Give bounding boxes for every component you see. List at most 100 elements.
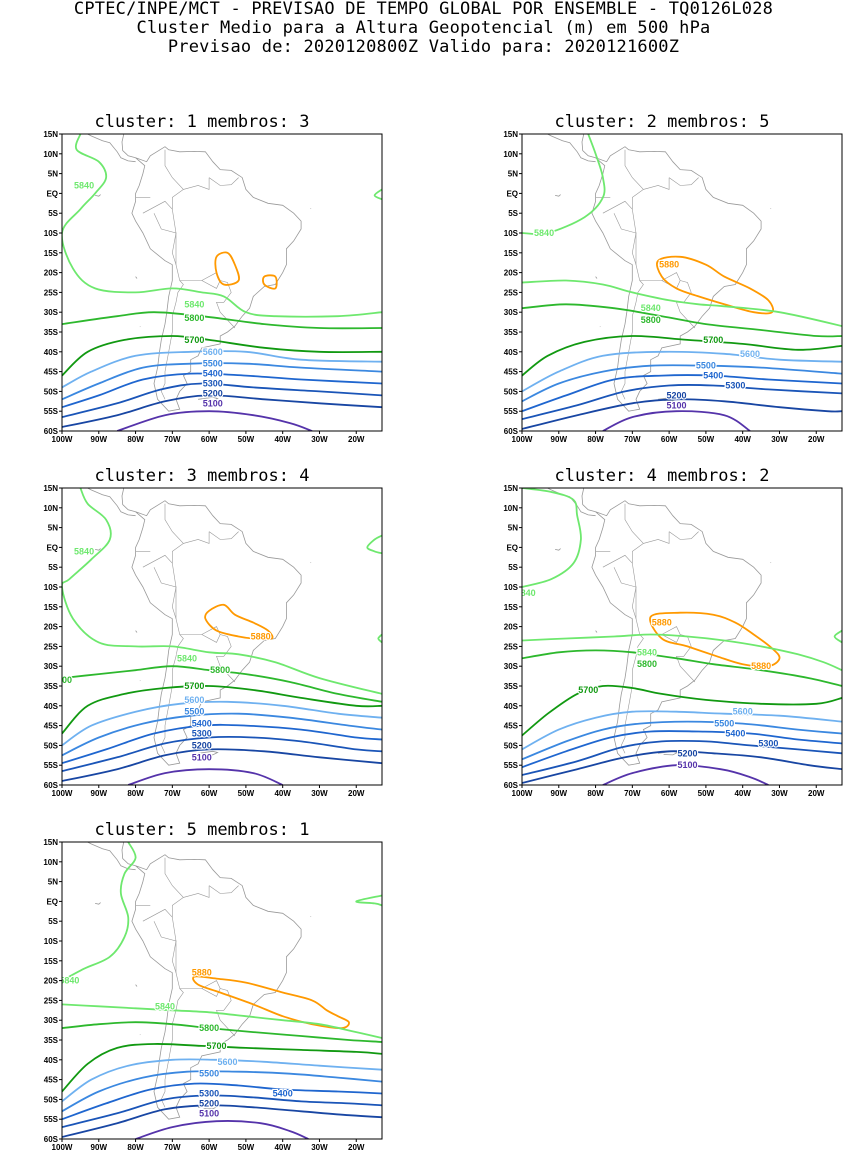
contour-label: 5880 (659, 260, 679, 270)
contour-label: 5800 (637, 659, 657, 669)
lat-tick-label: 5N (508, 524, 518, 533)
contour-label: 5840 (177, 653, 197, 663)
contour-label: 5600 (733, 707, 753, 717)
lon-tick-label: 60W (201, 1143, 218, 1152)
lat-tick-label: 5S (508, 209, 518, 218)
lon-tick-label: 50W (698, 435, 715, 444)
lon-tick-label: 60W (201, 789, 218, 798)
contour-label: 5400 (725, 729, 745, 739)
lon-tick-label: 60W (661, 435, 678, 444)
lon-tick-label: 70W (624, 435, 641, 444)
lon-tick-label: 80W (127, 435, 144, 444)
lat-tick-label: 10N (503, 504, 518, 513)
lat-tick-label: 25S (44, 642, 59, 651)
lat-tick-label: 30S (44, 308, 59, 317)
lat-tick-label: 10N (43, 150, 58, 159)
lat-tick-label: 20S (504, 269, 519, 278)
lat-tick-label: 50S (44, 741, 59, 750)
lat-tick-label: 35S (44, 682, 59, 691)
lon-tick-label: 90W (551, 435, 568, 444)
lon-tick-label: 90W (91, 1143, 108, 1152)
lat-tick-label: 35S (504, 328, 519, 337)
lon-tick-label: 70W (624, 789, 641, 798)
contour-label: 5880 (251, 632, 271, 642)
contour-label: 5400 (273, 1088, 293, 1098)
lat-tick-label: 55S (44, 1115, 59, 1124)
lon-tick-label: 100W (512, 435, 533, 444)
lon-tick-label: 80W (587, 789, 604, 798)
contour-label: 5880 (652, 618, 672, 628)
lon-tick-label: 40W (734, 789, 751, 798)
contour-label: 5800 (641, 315, 661, 325)
lat-tick-label: 15N (43, 130, 58, 139)
lon-tick-label: 40W (274, 1143, 291, 1152)
lat-tick-label: 20S (44, 269, 59, 278)
panel-title: cluster: 1 membros: 3 (22, 112, 382, 132)
contour-label: 5880 (192, 968, 212, 978)
contour-label: 5100 (192, 752, 212, 762)
lat-tick-label: 5S (508, 563, 518, 572)
lat-tick-label: 50S (44, 1095, 59, 1104)
contour-label: 5300 (725, 380, 745, 390)
geopotential-map: 5840588058405800570056005500540053005200… (482, 134, 842, 454)
lon-tick-label: 50W (238, 435, 255, 444)
lon-tick-label: 70W (164, 435, 181, 444)
lat-tick-label: 15S (44, 957, 59, 966)
lat-tick-label: 15N (503, 484, 518, 493)
map-background (522, 134, 842, 431)
lon-tick-label: 50W (238, 789, 255, 798)
contour-label: 5200 (666, 390, 686, 400)
lat-tick-label: 30S (44, 662, 59, 671)
contour-label: 5100 (678, 760, 698, 770)
lat-tick-label: 40S (44, 1056, 59, 1065)
lat-tick-label: 15N (503, 130, 518, 139)
lon-tick-label: 30W (311, 435, 328, 444)
lon-tick-label: 60W (661, 789, 678, 798)
contour-label: 5300 (758, 738, 778, 748)
lat-tick-label: 10S (44, 583, 59, 592)
lat-tick-label: 20S (44, 623, 59, 632)
contour-label: 5400 (703, 371, 723, 381)
lon-tick-label: 20W (348, 435, 365, 444)
lat-tick-label: 45S (504, 368, 519, 377)
contour-label: 5400 (192, 719, 212, 729)
contour-label: 5840 (641, 303, 661, 313)
lat-tick-label: 55S (44, 407, 59, 416)
lat-tick-label: 5N (48, 170, 58, 179)
lat-tick-label: 15N (43, 484, 58, 493)
lat-tick-label: 20S (44, 977, 59, 986)
lat-tick-label: 5N (48, 878, 58, 887)
lon-tick-label: 70W (164, 789, 181, 798)
contour-label: 5800 (184, 313, 204, 323)
contour-label: 5600 (203, 347, 223, 357)
lat-tick-label: 30S (504, 662, 519, 671)
lat-tick-label: 15S (504, 603, 519, 612)
lat-tick-label: 35S (44, 328, 59, 337)
contour-label: 5200 (678, 748, 698, 758)
lat-tick-label: 25S (44, 288, 59, 297)
lon-tick-label: 30W (771, 789, 788, 798)
lat-tick-label: 5S (48, 563, 58, 572)
lon-tick-label: 50W (698, 789, 715, 798)
lat-tick-label: 45S (44, 1076, 59, 1085)
lat-tick-label: 5N (508, 170, 518, 179)
lon-tick-label: 30W (311, 789, 328, 798)
lat-tick-label: 30S (504, 308, 519, 317)
lon-tick-label: 80W (127, 1143, 144, 1152)
panel-title: cluster: 2 membros: 5 (482, 112, 842, 132)
lon-tick-label: 70W (164, 1143, 181, 1152)
lon-tick-label: 20W (348, 1143, 365, 1152)
lat-tick-label: 15S (44, 249, 59, 258)
contour-label: 5700 (578, 685, 598, 695)
contour-label: 5800 (199, 1023, 219, 1033)
lat-tick-label: 55S (504, 761, 519, 770)
lat-tick-label: 15N (43, 838, 58, 847)
contour-label: 5840 (516, 588, 536, 598)
lat-tick-label: 10S (44, 937, 59, 946)
lon-tick-label: 90W (551, 789, 568, 798)
lon-tick-label: 60W (201, 435, 218, 444)
lat-tick-label: 10N (43, 504, 58, 513)
